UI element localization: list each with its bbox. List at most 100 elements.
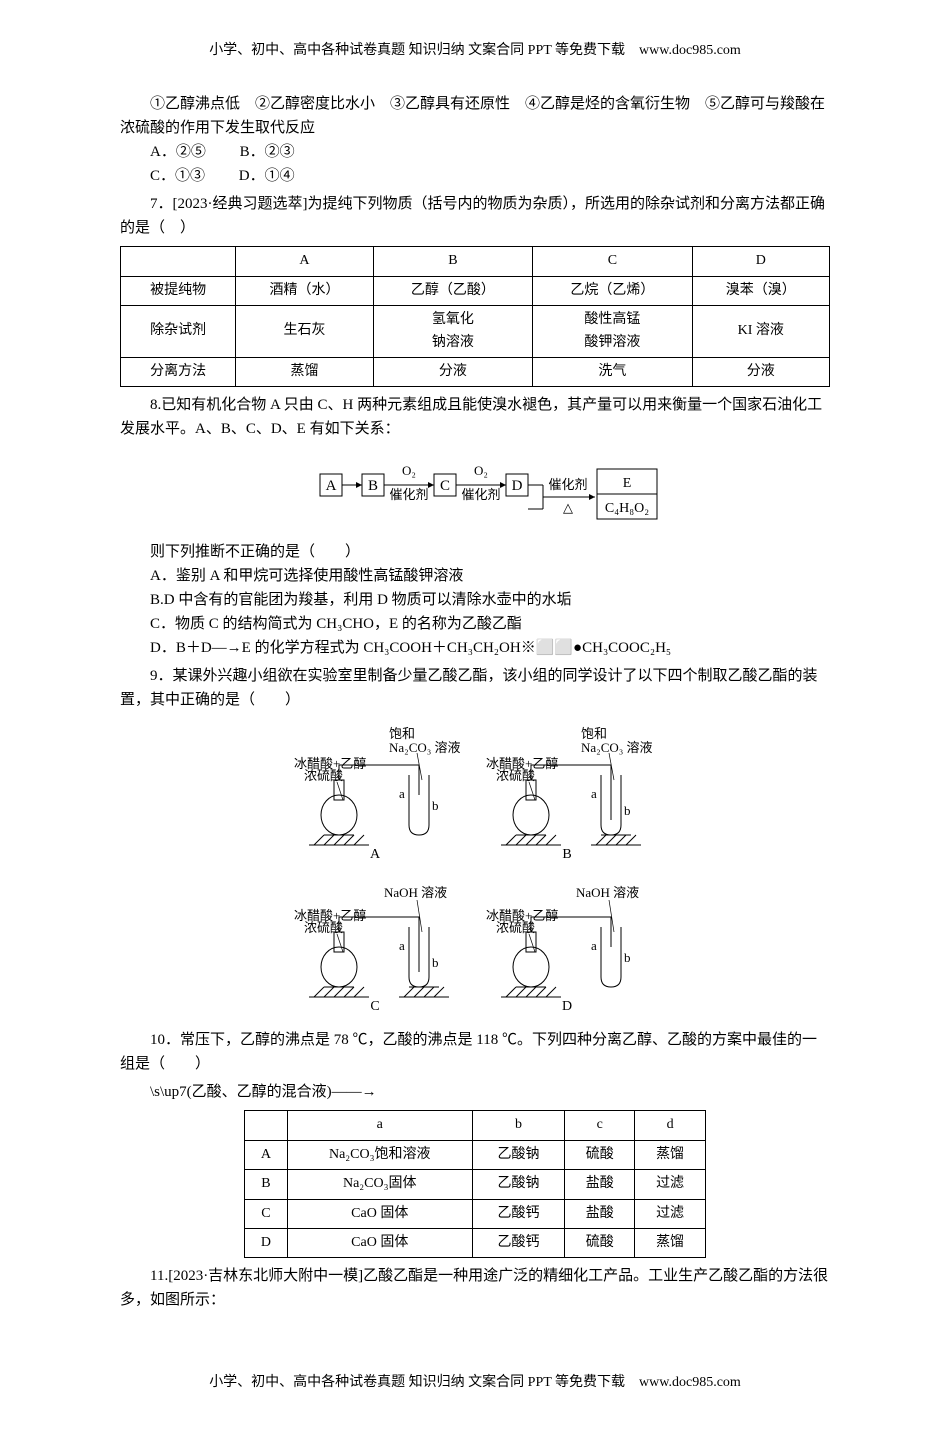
cell: CaO 固体 (287, 1228, 472, 1257)
q7-table: A B C D 被提纯物 酒精（水） 乙醇（乙酸） 乙烷（乙烯） 溴苯（溴） 除… (120, 246, 830, 387)
cell: 分液 (692, 357, 829, 386)
diagram-catalyst-label: 催化剂 (389, 487, 428, 502)
cell: c (565, 1111, 635, 1140)
svg-text:A: A (370, 847, 381, 860)
q10-intro: \s\up7(乙酸、乙醇的混合液)——→ (120, 1080, 830, 1104)
table-row: A B C D (121, 247, 830, 276)
svg-text:Na₂CO₃ 溶液: Na₂CO₃ 溶液 (581, 740, 653, 755)
diagram-box-d: D (512, 478, 523, 494)
cell: 洗气 (533, 357, 692, 386)
cell: b (472, 1111, 564, 1140)
page-footer: 小学、初中、高中各种试卷真题 知识归纳 文案合同 PPT 等免费下载 www.d… (120, 1372, 830, 1394)
cell: C (245, 1199, 287, 1228)
svg-text:浓硫酸: 浓硫酸 (496, 768, 535, 783)
cell: 分液 (373, 357, 532, 386)
svg-text:a: a (591, 786, 597, 801)
q9-apparatus-a: a b 饱和 Na₂CO₃ 溶液 冰醋酸+乙醇 浓硫酸 A (289, 720, 469, 860)
cell: 蒸馏 (635, 1140, 705, 1169)
cell-header: D (692, 247, 829, 276)
table-row: 分离方法 蒸馏 分液 洗气 分液 (121, 357, 830, 386)
cell: 乙烷（乙烯） (533, 276, 692, 305)
q6-opt-c: C．①③ (150, 168, 205, 184)
cell: 溴苯（溴） (692, 276, 829, 305)
q10-stem: 10．常压下，乙醇的沸点是 78 ℃，乙酸的沸点是 118 ℃。下列四种分离乙醇… (120, 1028, 830, 1076)
diagram-o2-label: O₂ (402, 463, 416, 478)
q7-stem: 7．[2023·经典习题选萃]为提纯下列物质（括号内的物质为杂质），所选用的除杂… (120, 192, 830, 240)
cell: a (287, 1111, 472, 1140)
q8-diagram: A B O₂ 催化剂 C O₂ 催化剂 D 催化剂 △ E C₄H₈O₂ (120, 449, 830, 532)
cell: D (245, 1228, 287, 1257)
svg-text:b: b (624, 950, 631, 965)
cell: 蒸馏 (635, 1228, 705, 1257)
cell: 盐酸 (565, 1199, 635, 1228)
svg-text:饱和: 饱和 (389, 726, 415, 741)
diagram-catalyst-label: 催化剂 (461, 487, 500, 502)
diagram-box-b: B (368, 478, 378, 494)
svg-text:NaOH 溶液: NaOH 溶液 (576, 885, 639, 900)
diagram-catalyst-label: 催化剂 (548, 477, 587, 492)
svg-text:b: b (624, 803, 631, 818)
svg-text:C: C (370, 999, 379, 1012)
cell-label: 除杂试剂 (121, 306, 236, 358)
q6-opt-b: B．②③ (240, 144, 295, 160)
table-row: 除杂试剂 生石灰 氢氧化钠溶液 酸性高锰酸钾溶液 KI 溶液 (121, 306, 830, 358)
cell: 硫酸 (565, 1140, 635, 1169)
svg-text:NaOH 溶液: NaOH 溶液 (384, 885, 447, 900)
cell-label: 被提纯物 (121, 276, 236, 305)
cell: Na₂CO₃饱和溶液 (287, 1140, 472, 1169)
cell: 硫酸 (565, 1228, 635, 1257)
diagram-o2-label: O₂ (474, 463, 488, 478)
q9-stem: 9．某课外兴趣小组欲在实验室里制备少量乙酸乙酯，该小组的同学设计了以下四个制取乙… (120, 664, 830, 712)
svg-text:浓硫酸: 浓硫酸 (304, 920, 343, 935)
q8-stem: 8.已知有机化合物 A 只由 C、H 两种元素组成且能使溴水褪色，其产量可以用来… (120, 393, 830, 441)
cell-blank (121, 247, 236, 276)
cell: d (635, 1111, 705, 1140)
svg-text:D: D (562, 999, 572, 1012)
svg-text:浓硫酸: 浓硫酸 (496, 920, 535, 935)
cell: 乙酸钙 (472, 1228, 564, 1257)
diagram-formula: C₄H₈O₂ (605, 501, 649, 516)
cell: 乙酸钠 (472, 1140, 564, 1169)
cell (245, 1111, 287, 1140)
cell: A (245, 1140, 287, 1169)
q6-text: ①乙醇沸点低 ②乙醇密度比水小 ③乙醇具有还原性 ④乙醇是烃的含氧衍生物 ⑤乙醇… (120, 92, 830, 140)
cell: CaO 固体 (287, 1199, 472, 1228)
cell: B (245, 1170, 287, 1199)
cell: KI 溶液 (692, 306, 829, 358)
page-header: 小学、初中、高中各种试卷真题 知识归纳 文案合同 PPT 等免费下载 www.d… (120, 40, 830, 62)
q6-options-row1: A．②⑤ B．②③ (120, 140, 830, 164)
svg-text:b: b (432, 798, 439, 813)
svg-text:a: a (591, 938, 597, 953)
cell: 乙酸钙 (472, 1199, 564, 1228)
cell: Na₂CO₃固体 (287, 1170, 472, 1199)
q9-apparatus-b: a b 饱和 Na₂CO₃ 溶液 冰醋酸+乙醇 浓硫酸 B (481, 720, 661, 860)
q8-ask: 则下列推断不正确的是（ ） (120, 540, 830, 564)
cell: 盐酸 (565, 1170, 635, 1199)
q9-apparatus-d: a b NaOH 溶液 冰醋酸+乙醇 浓硫酸 D (481, 872, 661, 1012)
q8-opt-a: A．鉴别 A 和甲烷可选择使用酸性高锰酸钾溶液 (120, 564, 830, 588)
cell: 氢氧化钠溶液 (373, 306, 532, 358)
svg-text:b: b (432, 955, 439, 970)
q11-stem: 11.[2023·吉林东北师大附中一模]乙酸乙酯是一种用途广泛的精细化工产品。工… (120, 1264, 830, 1312)
cell: 酒精（水） (236, 276, 373, 305)
table-row: 被提纯物 酒精（水） 乙醇（乙酸） 乙烷（乙烯） 溴苯（溴） (121, 276, 830, 305)
table-row: A Na₂CO₃饱和溶液 乙酸钠 硫酸 蒸馏 (245, 1140, 706, 1169)
svg-text:a: a (399, 786, 405, 801)
q6-opt-a: A．②⑤ (150, 144, 206, 160)
cell-header: B (373, 247, 532, 276)
svg-text:a: a (399, 938, 405, 953)
cell: 蒸馏 (236, 357, 373, 386)
q9-diagrams: a b 饱和 Na₂CO₃ 溶液 冰醋酸+乙醇 浓硫酸 A a (120, 718, 830, 1022)
cell: 过滤 (635, 1170, 705, 1199)
table-row: C CaO 固体 乙酸钙 盐酸 过滤 (245, 1199, 706, 1228)
q8-opt-b: B.D 中含有的官能团为羧基，利用 D 物质可以清除水壶中的水垢 (120, 588, 830, 612)
table-row: B Na₂CO₃固体 乙酸钠 盐酸 过滤 (245, 1170, 706, 1199)
cell: 乙醇（乙酸） (373, 276, 532, 305)
q8-opt-c: C．物质 C 的结构简式为 CH₃CHO，E 的名称为乙酸乙酯 (120, 612, 830, 636)
cell: 过滤 (635, 1199, 705, 1228)
cell: 生石灰 (236, 306, 373, 358)
cell-header: C (533, 247, 692, 276)
q10-table: a b c d A Na₂CO₃饱和溶液 乙酸钠 硫酸 蒸馏 B Na₂CO₃固… (244, 1110, 706, 1258)
cell-header: A (236, 247, 373, 276)
svg-text:饱和: 饱和 (581, 726, 607, 741)
